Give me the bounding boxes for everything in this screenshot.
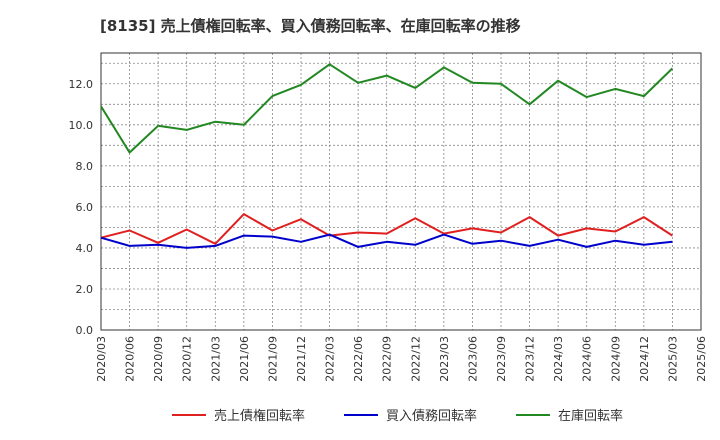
x-tick-label: 2025/06 bbox=[695, 336, 708, 382]
x-tick-label: 2022/09 bbox=[381, 336, 394, 382]
legend: 売上債権回転率 買入債務回転率 在庫回転率 bbox=[172, 408, 623, 424]
legend-label-3: 在庫回転率 bbox=[558, 408, 623, 424]
x-tick-label: 2020/03 bbox=[95, 336, 108, 382]
y-tick-label: 4.0 bbox=[76, 242, 94, 255]
x-tick-label: 2021/03 bbox=[209, 336, 222, 382]
y-tick-label: 6.0 bbox=[76, 201, 94, 214]
y-tick-label: 12.0 bbox=[69, 78, 94, 91]
series-layer bbox=[100, 63, 674, 249]
x-tick-label: 2024/09 bbox=[609, 336, 622, 382]
x-tick-label: 2020/09 bbox=[152, 336, 165, 382]
legend-label-2: 買入債務回転率 bbox=[386, 408, 477, 424]
x-tick-label: 2020/06 bbox=[124, 336, 137, 382]
series-line-2 bbox=[100, 233, 673, 249]
series-line-1 bbox=[100, 213, 673, 245]
y-tick-label: 8.0 bbox=[76, 160, 94, 173]
plot-frame bbox=[100, 52, 702, 331]
x-tick-label: 2025/03 bbox=[666, 336, 679, 382]
x-tick-label: 2024/06 bbox=[581, 336, 594, 382]
y-tick-label: 2.0 bbox=[76, 283, 94, 296]
x-tick-label: 2021/06 bbox=[238, 336, 251, 382]
x-tick-label: 2022/12 bbox=[409, 336, 422, 382]
y-tick-label: 10.0 bbox=[69, 119, 94, 132]
x-tick-label: 2023/03 bbox=[438, 336, 451, 382]
series-line-3 bbox=[100, 63, 674, 154]
legend-label-1: 売上債権回転率 bbox=[214, 408, 305, 424]
x-tick-label: 2022/06 bbox=[352, 336, 365, 382]
x-tick-label: 2023/06 bbox=[466, 336, 479, 382]
y-tick-label: 0.0 bbox=[76, 324, 94, 337]
x-tick-label: 2022/03 bbox=[324, 336, 337, 382]
grid-layer bbox=[100, 53, 702, 330]
x-tick-label: 2023/09 bbox=[495, 336, 508, 382]
x-tick-label: 2021/12 bbox=[295, 336, 308, 382]
axis-layer: 0.0 2.0 4.0 6.0 8.0 10.0 12.0 2020/03 2020/06 202… bbox=[69, 52, 708, 382]
x-tick-label: 2023/12 bbox=[524, 336, 537, 382]
x-tick-label: 2024/03 bbox=[552, 336, 565, 382]
x-tick-label: 2020/12 bbox=[181, 336, 194, 382]
x-tick-label: 2021/09 bbox=[266, 336, 279, 382]
x-tick-label: 2024/12 bbox=[638, 336, 651, 382]
chart-title: [8135] 売上債権回転率、買入債務回転率、在庫回転率の推移 bbox=[100, 17, 521, 35]
